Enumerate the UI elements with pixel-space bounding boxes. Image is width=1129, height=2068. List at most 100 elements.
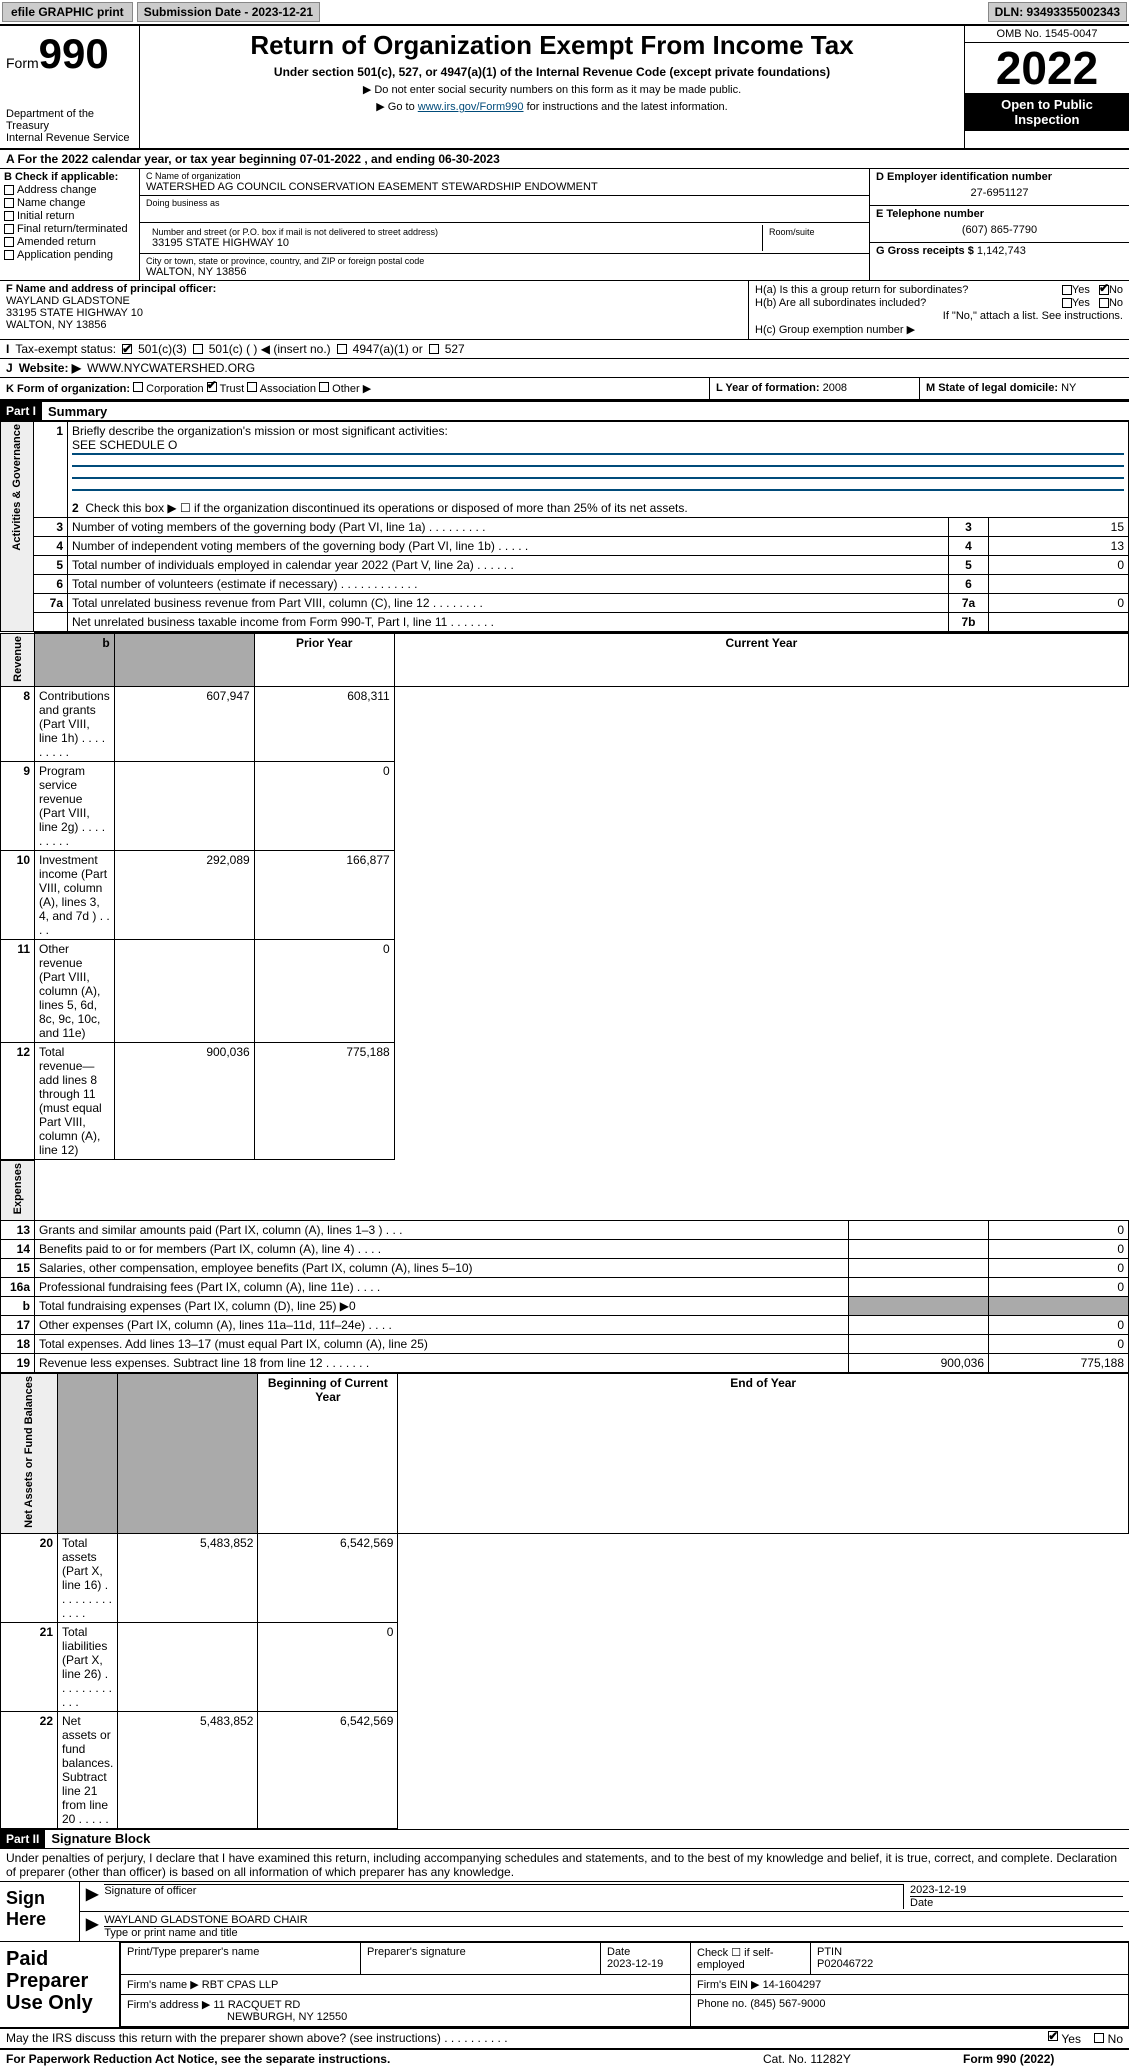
ha-no-check[interactable] [1099,285,1109,295]
chk-other[interactable] [319,382,329,392]
line-num: 15 [1,1258,35,1277]
date-label: Date [910,1896,1123,1909]
line-desc: Total expenses. Add lines 13–17 (must eq… [35,1334,849,1353]
prior-val: 900,036 [849,1353,989,1372]
curr-val: 608,311 [254,687,394,762]
beg-val: 5,483,852 [118,1711,258,1828]
part2-header: Part II Signature Block [0,1829,1129,1849]
gross-receipts-cell: G Gross receipts $ 1,142,743 [870,243,1129,259]
curr-val: 0 [989,1277,1129,1296]
line-desc: Number of independent voting members of … [68,537,949,556]
line-desc: Total assets (Part X, line 16) . . . . .… [58,1533,118,1622]
line-desc: Total fundraising expenses (Part IX, col… [35,1296,849,1315]
line-num: 21 [1,1622,58,1711]
form-footer: Form 990 (2022) [963,2052,1123,2066]
prior-val [849,1315,989,1334]
chk-527[interactable] [429,344,439,354]
prior-val: 900,036 [114,1043,254,1160]
line-num: 14 [1,1239,35,1258]
box-b: B Check if applicable: Address change Na… [0,169,140,280]
officer-name-label: Type or print name and title [104,1926,1123,1939]
form-subtitle: Under section 501(c), 527, or 4947(a)(1)… [146,65,958,79]
check-final-return[interactable]: Final return/terminated [4,223,135,235]
beg-val: 5,483,852 [118,1533,258,1622]
line-num: 16a [1,1277,35,1296]
prior-val [114,762,254,851]
line-desc: Grants and similar amounts paid (Part IX… [35,1220,849,1239]
chk-501c[interactable] [193,344,203,354]
check-amended[interactable]: Amended return [4,236,135,248]
discuss-no-check[interactable] [1094,2033,1104,2043]
signature-declaration: Under penalties of perjury, I declare th… [0,1849,1129,1882]
cat-no: Cat. No. 11282Y [763,2052,963,2066]
check-initial-return[interactable]: Initial return [4,210,135,222]
tax-year-line: A For the 2022 calendar year, or tax yea… [0,150,1129,169]
arrow-icon: ▶ [86,1914,98,1939]
chk-4947[interactable] [337,344,347,354]
chk-corp[interactable] [133,382,143,392]
curr-val: 0 [989,1315,1129,1334]
chk-501c3[interactable] [122,344,132,354]
preparer-sig-label: Preparer's signature [361,1942,601,1974]
arrow-icon: ▶ [86,1884,98,1909]
efile-print-button[interactable]: efile GRAPHIC print [2,2,133,22]
hb-no-check[interactable] [1099,298,1109,308]
tax-year: 2022 [965,43,1129,93]
curr-val: 0 [989,1334,1129,1353]
state-domicile: NY [1061,382,1076,394]
city-cell: City or town, state or province, country… [140,254,869,280]
line-num: 12 [1,1043,35,1160]
line-desc: Number of voting members of the governin… [68,518,949,537]
irs-link[interactable]: www.irs.gov/Form990 [418,101,524,113]
box-j: J Website: ▶ WWW.NYCWATERSHED.ORG [0,359,1129,378]
dba-cell: Doing business as [140,196,869,223]
address-cell: Number and street (or P.O. box if mail i… [140,223,869,254]
ein-cell: D Employer identification number 27-6951… [870,169,1129,206]
line-val: 15 [989,518,1129,537]
officer-name: WAYLAND GLADSTONE [6,295,742,307]
firm-addr2: NEWBURGH, NY 12550 [227,2011,347,2023]
line-box: 3 [949,518,989,537]
preparer-name-label: Print/Type preparer's name [121,1942,361,1974]
pra-notice: For Paperwork Reduction Act Notice, see … [6,2052,763,2066]
side-governance: Activities & Governance [11,424,23,551]
line-val [989,613,1129,632]
ha-yes-check[interactable] [1062,285,1072,295]
irs-label: Internal Revenue Service [6,132,133,144]
entity-info: B Check if applicable: Address change Na… [0,169,1129,281]
prior-val: 292,089 [114,851,254,940]
check-address-change[interactable]: Address change [4,184,135,196]
hb-yes-check[interactable] [1062,298,1072,308]
chk-assoc[interactable] [247,382,257,392]
website-value: WWW.NYCWATERSHED.ORG [87,361,255,375]
paid-preparer-block: Paid Preparer Use Only Print/Type prepar… [0,1942,1129,2029]
prior-val [849,1277,989,1296]
chk-trust[interactable] [207,382,217,392]
line-desc: Net unrelated business taxable income fr… [68,613,949,632]
firm-name: RBT CPAS LLP [202,1979,279,1991]
line-desc: Other revenue (Part VIII, column (A), li… [35,940,115,1043]
part1-header: Part I Summary [0,401,1129,421]
org-name-cell: C Name of organization WATERSHED AG COUN… [140,169,869,196]
line-desc: Salaries, other compensation, employee b… [35,1258,849,1277]
discuss-yes-check[interactable] [1048,2031,1058,2041]
officer-printed-name: WAYLAND GLADSTONE BOARD CHAIR [104,1914,1123,1926]
curr-val: 166,877 [254,851,394,940]
ptin-value: P02046722 [817,1958,1122,1970]
self-employed-label: Check ☐ if self-employed [691,1942,811,1974]
check-app-pending[interactable]: Application pending [4,249,135,261]
curr-val: 0 [989,1220,1129,1239]
submission-date: Submission Date - 2023-12-21 [137,2,320,22]
line-desc: Professional fundraising fees (Part IX, … [35,1277,849,1296]
line-desc: Program service revenue (Part VIII, line… [35,762,115,851]
line-box: 7b [949,613,989,632]
line-num: 22 [1,1711,58,1828]
prior-val [114,940,254,1043]
side-expenses: Expenses [12,1163,24,1214]
form-header: Form990 Department of the Treasury Inter… [0,26,1129,150]
curr-val: 0 [254,762,394,851]
summary-table-exp: Expenses 13Grants and similar amounts pa… [0,1160,1129,1372]
discuss-label: May the IRS discuss this return with the… [6,2031,1048,2046]
check-name-change[interactable]: Name change [4,197,135,209]
line-num: 3 [34,518,68,537]
